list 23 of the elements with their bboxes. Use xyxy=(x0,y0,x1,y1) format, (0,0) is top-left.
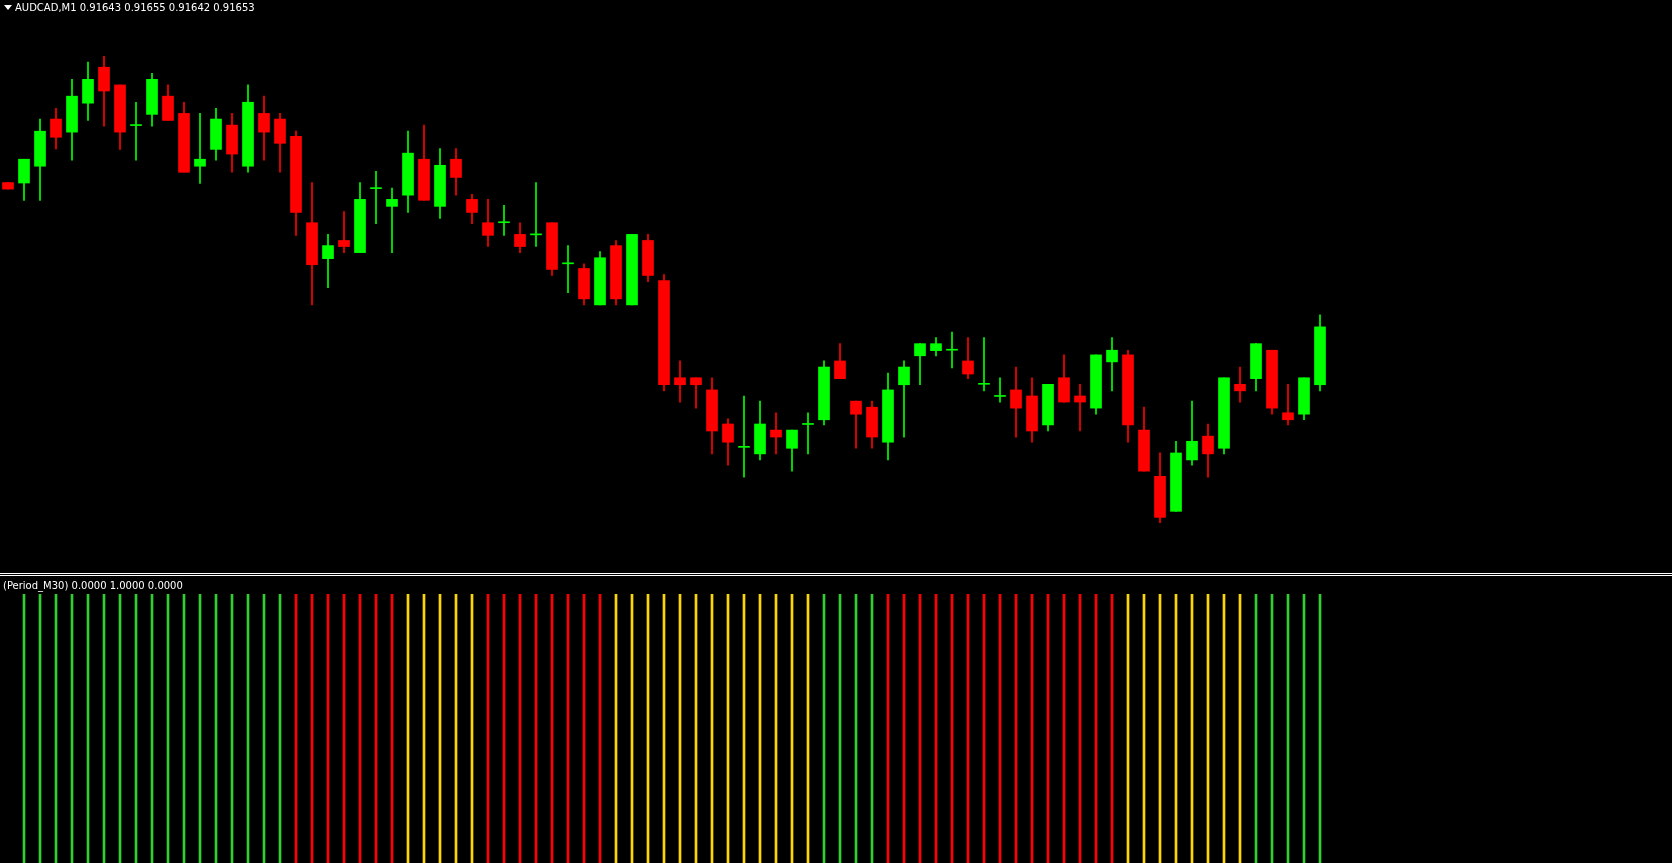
chart-title: AUDCAD,M1 0.91643 0.91655 0.91642 0.91653 xyxy=(15,2,255,14)
candlestick xyxy=(370,171,382,224)
candlestick xyxy=(386,187,398,253)
candlestick xyxy=(802,412,814,455)
candlestick xyxy=(562,245,574,294)
candlestick xyxy=(130,101,142,161)
candlestick xyxy=(674,360,686,403)
candlestick xyxy=(1234,366,1246,403)
candlestick xyxy=(946,331,958,369)
candlestick xyxy=(322,234,334,288)
chart-title: (Period_M30) 0.0000 1.0000 0.0000 xyxy=(3,580,183,592)
candlestick xyxy=(338,211,350,253)
candlestick xyxy=(194,113,206,184)
candlestick xyxy=(898,360,910,438)
candlestick xyxy=(1106,337,1118,392)
candlestick xyxy=(978,337,990,392)
candlestick xyxy=(994,377,1006,403)
candlestick xyxy=(690,377,702,409)
candlestick xyxy=(1074,383,1086,432)
candlestick xyxy=(1282,383,1294,426)
candlestick xyxy=(738,395,750,478)
candlestick xyxy=(498,205,510,236)
candlestick xyxy=(770,412,782,455)
